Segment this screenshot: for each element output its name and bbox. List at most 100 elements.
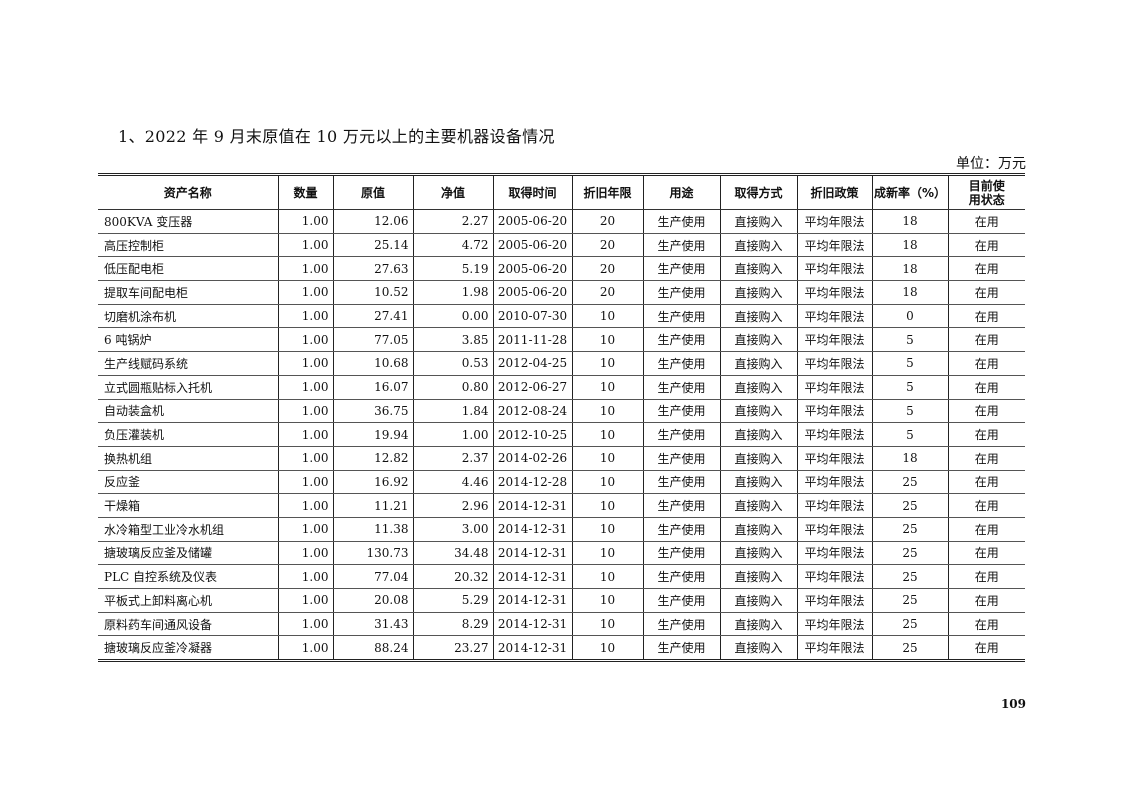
cell-net-value: 34.48 — [413, 541, 494, 566]
cell-original-value: 20.08 — [333, 588, 414, 613]
cell-usage-status: 在用 — [948, 422, 1025, 447]
cell-acquisition-method: 直接购入 — [720, 612, 798, 637]
header-newness-rate: 成新率（%） — [872, 174, 949, 210]
cell-net-value: 20.32 — [413, 564, 494, 589]
cell-quantity: 1.00 — [278, 493, 334, 518]
header-original-value: 原值 — [333, 174, 414, 210]
cell-acquisition-method: 直接购入 — [720, 635, 798, 663]
cell-usage: 生产使用 — [643, 399, 721, 424]
cell-asset-name: 负压灌装机 — [98, 422, 279, 447]
cell-asset-name: 搪玻璃反应釜及储罐 — [98, 541, 279, 566]
cell-usage: 生产使用 — [643, 280, 721, 305]
cell-asset-name: PLC 自控系统及仪表 — [98, 564, 279, 589]
cell-depreciation-policy: 平均年限法 — [797, 233, 873, 258]
cell-quantity: 1.00 — [278, 422, 334, 447]
cell-original-value: 12.06 — [333, 209, 414, 234]
cell-newness-rate: 25 — [872, 517, 949, 542]
cell-depreciation-policy: 平均年限法 — [797, 517, 873, 542]
cell-depreciation-policy: 平均年限法 — [797, 588, 873, 613]
equipment-table: 资产名称 数量 原值 净值 取得时间 折旧年限 用途 取得方式 折旧政策 成新率（%） 目前使 用状态… — [98, 173, 1025, 663]
cell-depreciation-years: 10 — [572, 422, 644, 447]
cell-usage: 生产使用 — [643, 517, 721, 542]
cell-original-value: 16.92 — [333, 470, 414, 495]
cell-acquired-date: 2014-12-31 — [493, 541, 573, 566]
cell-original-value: 10.68 — [333, 351, 414, 376]
cell-depreciation-policy: 平均年限法 — [797, 351, 873, 376]
cell-net-value: 2.96 — [413, 493, 494, 518]
cell-acquisition-method: 直接购入 — [720, 351, 798, 376]
table-header-row: 资产名称 数量 原值 净值 取得时间 折旧年限 用途 取得方式 折旧政策 成新率（%） 目前使 用状态 — [98, 174, 1025, 210]
cell-acquired-date: 2014-12-31 — [493, 612, 573, 637]
cell-original-value: 27.63 — [333, 256, 414, 282]
cell-quantity: 1.00 — [278, 564, 334, 589]
cell-depreciation-years: 10 — [572, 327, 644, 353]
cell-asset-name: 平板式上卸料离心机 — [98, 588, 279, 613]
cell-newness-rate: 25 — [872, 493, 949, 518]
cell-depreciation-years: 20 — [572, 233, 644, 258]
cell-depreciation-years: 10 — [572, 588, 644, 613]
cell-depreciation-policy: 平均年限法 — [797, 280, 873, 305]
cell-depreciation-policy: 平均年限法 — [797, 256, 873, 282]
cell-depreciation-policy: 平均年限法 — [797, 635, 873, 663]
cell-usage-status: 在用 — [948, 304, 1025, 329]
table-row: 生产线赋码系统 1.00 10.68 0.53 2012-04-25 10 生产使用 直接购入… — [98, 351, 1025, 376]
cell-usage: 生产使用 — [643, 375, 721, 400]
cell-quantity: 1.00 — [278, 304, 334, 329]
cell-asset-name: 生产线赋码系统 — [98, 351, 279, 376]
cell-net-value: 0.53 — [413, 351, 494, 376]
cell-acquired-date: 2014-12-31 — [493, 517, 573, 542]
cell-acquired-date: 2012-04-25 — [493, 351, 573, 376]
table-row: 原料药车间通风设备 1.00 31.43 8.29 2014-12-31 10 生产使用 直接… — [98, 612, 1025, 637]
cell-asset-name: 原料药车间通风设备 — [98, 612, 279, 637]
cell-quantity: 1.00 — [278, 280, 334, 305]
cell-acquisition-method: 直接购入 — [720, 256, 798, 282]
cell-asset-name: 高压控制柜 — [98, 233, 279, 258]
cell-usage-status: 在用 — [948, 493, 1025, 518]
cell-usage: 生产使用 — [643, 470, 721, 495]
cell-acquisition-method: 直接购入 — [720, 422, 798, 447]
header-usage-status: 目前使 用状态 — [948, 174, 1025, 210]
cell-depreciation-policy: 平均年限法 — [797, 564, 873, 589]
cell-asset-name: 立式圆瓶贴标入托机 — [98, 375, 279, 400]
cell-original-value: 88.24 — [333, 635, 414, 663]
cell-depreciation-years: 10 — [572, 375, 644, 400]
table-row: 提取车间配电柜 1.00 10.52 1.98 2005-06-20 20 生产使用 直接购入… — [98, 280, 1025, 305]
cell-acquired-date: 2005-06-20 — [493, 280, 573, 305]
cell-asset-name: 水冷箱型工业冷水机组 — [98, 517, 279, 542]
cell-depreciation-policy: 平均年限法 — [797, 446, 873, 471]
cell-usage-status: 在用 — [948, 280, 1025, 305]
cell-asset-name: 换热机组 — [98, 446, 279, 471]
cell-depreciation-years: 10 — [572, 399, 644, 424]
cell-net-value: 4.46 — [413, 470, 494, 495]
cell-acquisition-method: 直接购入 — [720, 327, 798, 353]
cell-usage: 生产使用 — [643, 209, 721, 234]
cell-depreciation-policy: 平均年限法 — [797, 327, 873, 353]
cell-depreciation-policy: 平均年限法 — [797, 209, 873, 234]
cell-usage: 生产使用 — [643, 304, 721, 329]
cell-acquired-date: 2005-06-20 — [493, 209, 573, 234]
cell-depreciation-years: 10 — [572, 351, 644, 376]
cell-asset-name: 800KVA 变压器 — [98, 209, 279, 234]
table-row: 自动装盒机 1.00 36.75 1.84 2012-08-24 10 生产使用 直接购入 平均… — [98, 399, 1025, 424]
cell-usage-status: 在用 — [948, 612, 1025, 637]
table-row: 800KVA 变压器 1.00 12.06 2.27 2005-06-20 20 生产使用直… — [98, 209, 1025, 234]
cell-depreciation-years: 10 — [572, 635, 644, 663]
cell-newness-rate: 25 — [872, 635, 949, 663]
cell-newness-rate: 18 — [872, 280, 949, 305]
cell-depreciation-policy: 平均年限法 — [797, 422, 873, 447]
header-net-value: 净值 — [413, 174, 494, 210]
cell-usage: 生产使用 — [643, 422, 721, 447]
cell-quantity: 1.00 — [278, 351, 334, 376]
cell-quantity: 1.00 — [278, 517, 334, 542]
cell-acquisition-method: 直接购入 — [720, 541, 798, 566]
table-row: 负压灌装机 1.00 19.94 1.00 2012-10-25 10 生产使用 直接购入 平均… — [98, 422, 1025, 447]
header-quantity: 数量 — [278, 174, 334, 210]
cell-quantity: 1.00 — [278, 209, 334, 234]
cell-acquisition-method: 直接购入 — [720, 399, 798, 424]
cell-net-value: 5.19 — [413, 256, 494, 282]
cell-newness-rate: 25 — [872, 564, 949, 589]
cell-depreciation-years: 20 — [572, 256, 644, 282]
table-row: 反应釜 1.00 16.92 4.46 2014-12-28 10 生产使用 直接购入 平均年限… — [98, 470, 1025, 495]
cell-newness-rate: 18 — [872, 446, 949, 471]
cell-usage-status: 在用 — [948, 351, 1025, 376]
